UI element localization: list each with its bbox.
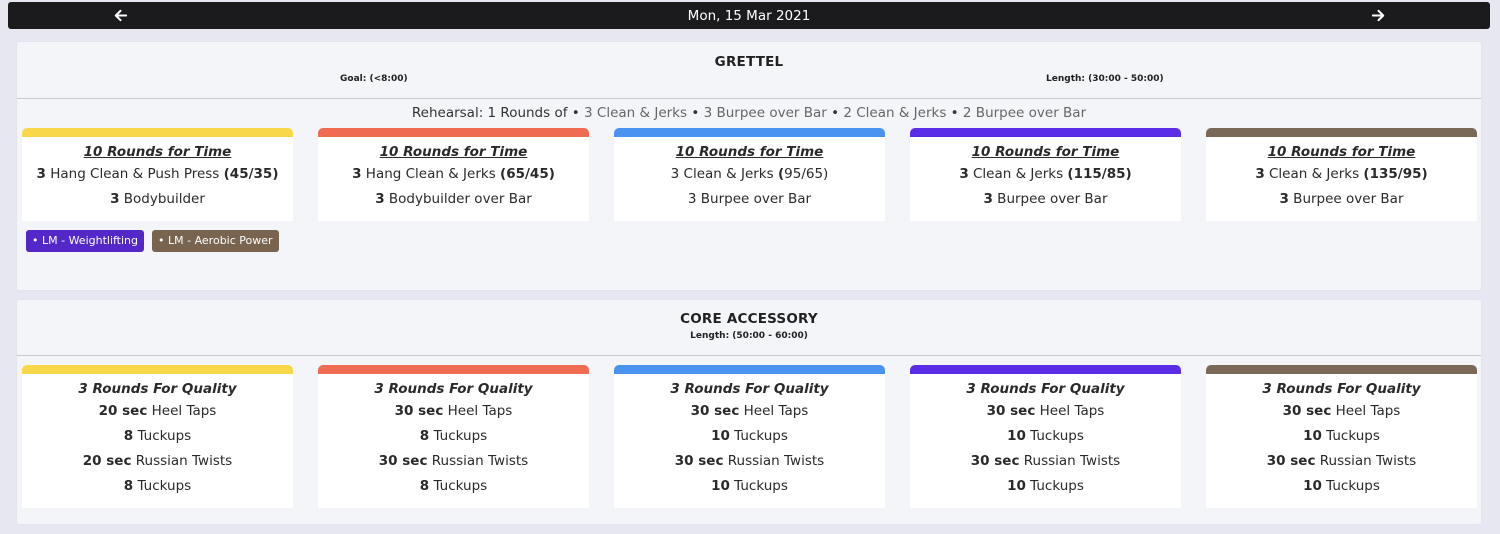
scaling-card-level-3: 10 Rounds for Time 3 Clean & Jerks (95/6… bbox=[614, 128, 885, 221]
rehearsal-move: 3 Clean & Jerks bbox=[584, 105, 688, 121]
card-title: 3 Rounds For Quality bbox=[1262, 381, 1421, 397]
movement-row: 10 Tuckups bbox=[711, 428, 788, 444]
movement-row: 3 Hang Clean & Push Press (45/35) bbox=[36, 166, 279, 182]
card-title: 10 Rounds for Time bbox=[971, 144, 1120, 160]
rehearsal-line: Rehearsal: 1 Rounds of • 3 Clean & Jerks… bbox=[17, 105, 1481, 121]
workout-length: Length: (50:00 - 60:00) bbox=[690, 331, 808, 341]
scaling-card-level-4: 10 Rounds for Time 3 Clean & Jerks (115/… bbox=[910, 128, 1181, 221]
movement-row: 3 Bodybuilder bbox=[110, 191, 205, 207]
date-navigation-bar: Mon, 15 Mar 2021 bbox=[8, 2, 1490, 29]
movement-row: 3 Burpee over Bar bbox=[1279, 191, 1404, 207]
workout-title: GRETTEL bbox=[714, 54, 784, 70]
movement-row: 8 Tuckups bbox=[123, 478, 192, 494]
movement-row: 3 Hang Clean & Jerks (65/45) bbox=[352, 166, 555, 182]
movement-row: 30 sec Heel Taps bbox=[986, 403, 1105, 419]
card-title: 10 Rounds for Time bbox=[1267, 144, 1416, 160]
bullet: • bbox=[950, 105, 963, 121]
workout-header: CORE ACCESSORY Length: (50:00 - 60:00) bbox=[17, 300, 1481, 356]
card-title: 10 Rounds for Time bbox=[83, 144, 232, 160]
movement-row: 3 Burpee over Bar bbox=[983, 191, 1108, 207]
scaling-card-level-2: 3 Rounds For Quality 30 sec Heel Taps 8 … bbox=[318, 365, 589, 508]
card-title: 3 Rounds For Quality bbox=[966, 381, 1125, 397]
movement-row: 30 sec Russian Twists bbox=[378, 453, 529, 469]
next-day-button[interactable] bbox=[1358, 2, 1398, 29]
movement-row: 30 sec Heel Taps bbox=[690, 403, 809, 419]
movement-row: 20 sec Russian Twists bbox=[82, 453, 233, 469]
movement-row: 30 sec Russian Twists bbox=[1266, 453, 1417, 469]
movement-row: 3 Clean & Jerks (95/65) bbox=[670, 166, 829, 182]
movement-row: 10 Tuckups bbox=[1303, 428, 1380, 444]
scaling-card-level-5: 10 Rounds for Time 3 Clean & Jerks (135/… bbox=[1206, 128, 1477, 221]
movement-row: 30 sec Heel Taps bbox=[1282, 403, 1401, 419]
card-title: 3 Rounds For Quality bbox=[78, 381, 237, 397]
scaling-card-level-1: 3 Rounds For Quality 20 sec Heel Taps 8 … bbox=[22, 365, 293, 508]
rehearsal-move: 2 Clean & Jerks bbox=[843, 105, 947, 121]
scaling-card-level-1: 10 Rounds for Time 3 Hang Clean & Push P… bbox=[22, 128, 293, 221]
movement-row: 30 sec Russian Twists bbox=[970, 453, 1121, 469]
movement-row: 8 Tuckups bbox=[419, 478, 488, 494]
movement-row: 30 sec Heel Taps bbox=[394, 403, 513, 419]
scaling-card-level-3: 3 Rounds For Quality 30 sec Heel Taps 10… bbox=[614, 365, 885, 508]
card-title: 3 Rounds For Quality bbox=[374, 381, 533, 397]
movement-row: 3 Clean & Jerks (135/95) bbox=[1255, 166, 1428, 182]
workout-goal: Goal: (<8:00) bbox=[340, 74, 408, 84]
movement-row: 10 Tuckups bbox=[1303, 478, 1380, 494]
movement-row: 8 Tuckups bbox=[419, 428, 488, 444]
movement-row: 10 Tuckups bbox=[1007, 428, 1084, 444]
workout-length: Length: (30:00 - 50:00) bbox=[1046, 74, 1164, 84]
workout-panel-core-accessory: CORE ACCESSORY Length: (50:00 - 60:00) 3… bbox=[16, 299, 1482, 525]
movement-row: 3 Burpee over Bar bbox=[687, 191, 812, 207]
movement-row: 8 Tuckups bbox=[123, 428, 192, 444]
card-title: 3 Rounds For Quality bbox=[670, 381, 829, 397]
scaling-card-level-2: 10 Rounds for Time 3 Hang Clean & Jerks … bbox=[318, 128, 589, 221]
tag-weightlifting[interactable]: • LM - Weightlifting bbox=[26, 230, 145, 252]
bullet: • bbox=[831, 105, 844, 121]
rehearsal-label: Rehearsal: 1 Rounds of bbox=[411, 105, 568, 121]
movement-row: 30 sec Russian Twists bbox=[674, 453, 825, 469]
bullet: • bbox=[691, 105, 704, 121]
card-title: 10 Rounds for Time bbox=[379, 144, 528, 160]
workout-panel-grettel: GRETTEL Goal: (<8:00) Length: (30:00 - 5… bbox=[16, 41, 1482, 291]
bullet: • bbox=[571, 105, 585, 121]
card-title: 10 Rounds for Time bbox=[675, 144, 824, 160]
rehearsal-move: 2 Burpee over Bar bbox=[962, 105, 1087, 121]
workout-header: GRETTEL Goal: (<8:00) Length: (30:00 - 5… bbox=[17, 42, 1481, 99]
scaling-card-level-5: 3 Rounds For Quality 30 sec Heel Taps 10… bbox=[1206, 365, 1477, 508]
arrow-left-icon bbox=[114, 9, 127, 22]
arrow-right-icon bbox=[1371, 9, 1384, 22]
movement-row: 3 Clean & Jerks (115/85) bbox=[959, 166, 1132, 182]
workout-title: CORE ACCESSORY bbox=[680, 311, 818, 327]
current-date: Mon, 15 Mar 2021 bbox=[687, 7, 811, 24]
scaling-card-level-4: 3 Rounds For Quality 30 sec Heel Taps 10… bbox=[910, 365, 1181, 508]
movement-row: 10 Tuckups bbox=[1007, 478, 1084, 494]
movement-row: 3 Bodybuilder over Bar bbox=[375, 191, 532, 207]
tag-aerobic-power[interactable]: • LM - Aerobic Power bbox=[152, 230, 279, 252]
tag-list: • LM - Weightlifting • LM - Aerobic Powe… bbox=[26, 230, 279, 252]
rehearsal-move: 3 Burpee over Bar bbox=[703, 105, 827, 121]
movement-row: 20 sec Heel Taps bbox=[98, 403, 217, 419]
movement-row: 10 Tuckups bbox=[711, 478, 788, 494]
previous-day-button[interactable] bbox=[100, 2, 140, 29]
